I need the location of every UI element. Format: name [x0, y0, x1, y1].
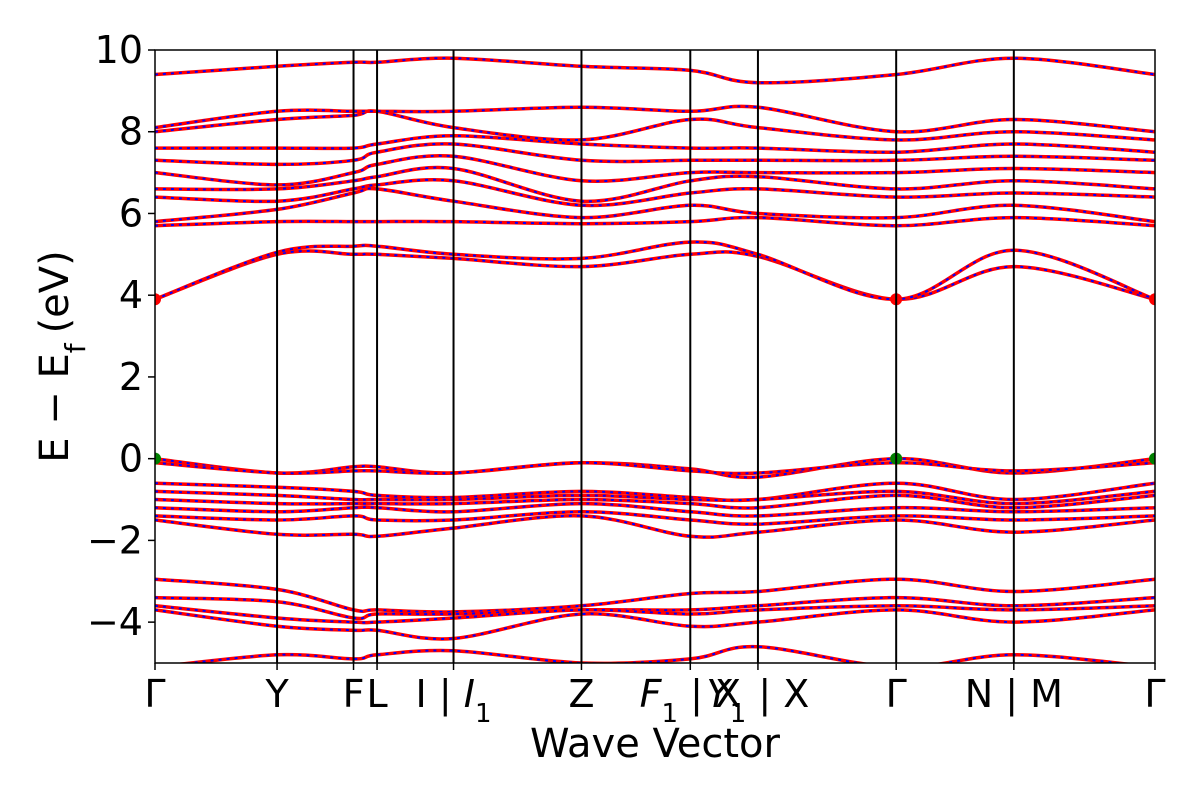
y-tick-label-7: −4	[87, 600, 143, 644]
band-c7-spin-down	[155, 154, 1155, 186]
band-v8	[155, 514, 1155, 539]
x-tick-label-0: Γ	[144, 672, 165, 716]
x-tick-label-4: I | I1	[416, 672, 492, 729]
band-v4	[155, 489, 1155, 506]
band-v6-spin-down	[155, 502, 1155, 518]
band-v7-spin-up	[155, 510, 1155, 526]
plot-frame	[154, 49, 1156, 664]
band-c5	[155, 178, 1155, 208]
y-tick-label-1: 8	[119, 110, 143, 154]
vbm-marker-0	[155, 452, 161, 465]
kpoint-lines	[276, 50, 1015, 663]
band-v8-spin-down	[155, 514, 1155, 539]
x-tick-label-1: Y	[264, 672, 289, 716]
band-c10	[155, 109, 1155, 142]
band-c9-spin-down	[155, 134, 1155, 154]
band-c6-spin-down	[155, 166, 1155, 203]
band-v2	[155, 461, 1155, 476]
band-c11	[155, 104, 1155, 134]
band-c1-spin-down	[155, 249, 1155, 301]
x-tick-label-2: F	[343, 672, 365, 716]
x-tick-label-5: Z	[568, 672, 594, 716]
band-c4	[155, 186, 1155, 224]
band-v5-spin-down	[155, 494, 1155, 509]
band-v4-spin-down	[155, 490, 1155, 505]
band-v10	[155, 595, 1155, 621]
band-c9	[155, 134, 1155, 155]
band-c9-spin-up	[155, 134, 1155, 155]
band-v7	[155, 510, 1155, 526]
band-c2	[155, 240, 1155, 302]
vbm-marker-2	[1149, 452, 1155, 465]
band-c3-spin-down	[155, 216, 1155, 227]
band-c2-spin-down	[155, 241, 1155, 301]
band-c12-spin-down	[155, 57, 1155, 84]
y-tick-label-3: 4	[119, 273, 143, 317]
band-c3	[155, 215, 1155, 228]
y-axis-label-subscript: f	[59, 342, 92, 353]
band-v10-spin-up	[155, 595, 1155, 621]
band-v6	[155, 501, 1155, 518]
plot-area	[155, 56, 1155, 663]
x-tick-label-10: Γ	[1144, 672, 1165, 716]
band-v9-spin-down	[155, 578, 1155, 614]
band-c5-spin-down	[155, 178, 1155, 207]
band-v9	[155, 577, 1155, 614]
band-c12	[155, 56, 1155, 85]
band-v3	[155, 481, 1155, 503]
y-axis-label-unit: (eV)	[32, 250, 78, 333]
band-c1-spin-up	[155, 249, 1155, 302]
band-v2-spin-down	[155, 461, 1155, 475]
y-axis-ticks: 10 8 6 4 2 0 −2 −4	[87, 28, 155, 644]
band-v12	[155, 608, 1155, 641]
band-v13-spin-up	[175, 644, 1134, 663]
y-tick-label-2: 6	[119, 191, 143, 235]
band-c8-spin-down	[155, 142, 1155, 166]
band-v11-spin-down	[155, 604, 1155, 624]
band-c10-spin-down	[155, 109, 1155, 142]
y-axis-label: E − Ef (eV)	[32, 250, 92, 463]
y-axis-label-main: E − E	[32, 353, 78, 463]
x-tick-label-9: N | M	[965, 672, 1063, 717]
y-tick-label-6: −2	[87, 518, 143, 562]
band-c6	[155, 165, 1155, 204]
y-tick-label-0: 10	[95, 28, 143, 72]
band-v11	[155, 604, 1155, 625]
band-c8	[155, 142, 1155, 167]
band-v13-spin-down	[182, 645, 1127, 663]
band-c1	[155, 249, 1155, 302]
y-tick-label-4: 2	[119, 355, 143, 399]
band-c7	[155, 154, 1155, 187]
band-v7-spin-down	[155, 510, 1155, 526]
x-tick-label-8: Γ	[886, 672, 907, 716]
band-v3-spin-down	[155, 482, 1155, 502]
band-v10-spin-down	[155, 596, 1155, 620]
x-axis-label: Wave Vector	[530, 721, 781, 767]
band-v5	[155, 493, 1155, 510]
x-tick-label-3: L	[366, 672, 387, 716]
band-c4-spin-up	[155, 186, 1155, 224]
band-c3-spin-up	[155, 215, 1155, 228]
band-v12-spin-down	[155, 608, 1155, 640]
x-tick-label-6: F1 | X	[640, 672, 741, 729]
band-v13	[175, 644, 1134, 663]
cbm-marker-0	[155, 293, 161, 306]
x-tick-label-7: Y1 | X	[707, 672, 810, 729]
y-tick-label-5: 0	[119, 437, 143, 481]
band-c11-spin-down	[155, 105, 1155, 133]
cbm-marker-2	[1149, 293, 1155, 306]
band-c12-spin-up	[155, 56, 1155, 85]
